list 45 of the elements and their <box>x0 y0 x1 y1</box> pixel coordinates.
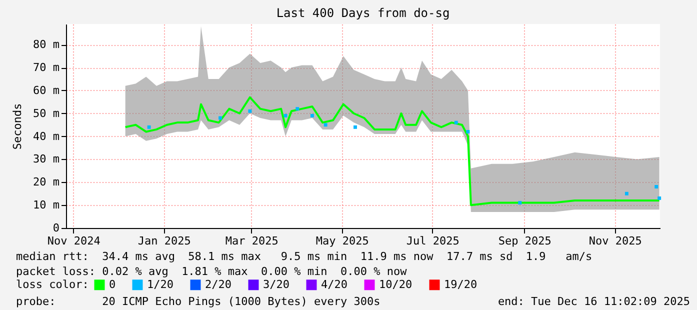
legend-label: 10/20 <box>379 278 412 291</box>
text: probe: 20 ICMP Echo Pings (1000 Bytes) every 300s <box>16 295 380 308</box>
point <box>310 114 314 118</box>
x-tick-label: May 2025 <box>316 234 369 248</box>
y-tick-label: 70 m <box>33 61 60 74</box>
point <box>518 201 522 205</box>
x-tick-label: Jan 2025 <box>138 234 191 248</box>
legend-label: 2/20 <box>205 278 232 291</box>
y-tick-label: 40 m <box>33 130 60 143</box>
chart-title: Last 400 Days from do-sg <box>276 6 450 20</box>
x-tick-label: Sep 2025 <box>498 234 552 248</box>
y-tick-label: 0 <box>52 222 60 234</box>
x-tick-label: Mar 2025 <box>225 234 278 248</box>
text: median rtt: 34.4 ms avg 58.1 ms max 9.5 ms min 11.9 ms now 17.7 ms sd 1.9 am/s <box>16 250 592 263</box>
legend-label: 0 <box>109 278 116 291</box>
y-tick-label: 50 m <box>33 106 60 120</box>
legend-label: 3/20 <box>263 278 290 291</box>
line-series <box>124 96 660 206</box>
point <box>654 185 658 188</box>
legend-label: 1/20 <box>147 278 174 291</box>
point <box>324 123 328 127</box>
point <box>284 114 288 118</box>
legend-label: 19/20 <box>444 278 478 291</box>
point <box>658 196 662 200</box>
legend-label: 4/20 <box>321 278 348 291</box>
y-tick-label: 10 m <box>33 198 60 212</box>
text: end: Tue Dec 16 11:02:09 2025 <box>498 295 690 308</box>
y-tick-label: 60 m <box>33 84 60 97</box>
y-tick-label: 30 m <box>33 152 60 166</box>
point <box>354 125 357 129</box>
y-tick-label: 80 m <box>33 38 60 52</box>
point <box>248 109 252 113</box>
y-axis-title: Seconds <box>11 103 24 150</box>
point <box>147 125 151 129</box>
point <box>466 130 470 134</box>
point <box>454 120 458 124</box>
y-tick-label: 20 m <box>33 176 60 189</box>
x-tick-label: Nov 2025 <box>588 234 642 248</box>
legend-title: loss color: <box>16 278 89 291</box>
x-tick-label: Jul 2025 <box>406 234 460 248</box>
point <box>218 116 222 120</box>
text: packet loss: 0.02 % avg 1.81 % max 0.00 % min 0.00 % now <box>16 265 408 278</box>
point <box>624 192 628 196</box>
point <box>296 107 300 111</box>
x-tick-label: Nov 2024 <box>47 234 101 248</box>
